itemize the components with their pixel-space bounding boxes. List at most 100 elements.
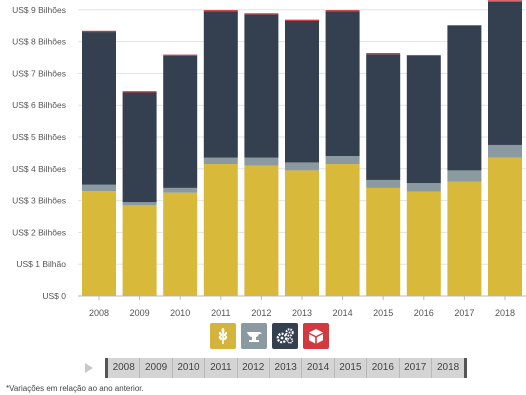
timeline-year[interactable]: 2012 — [238, 358, 270, 378]
bar-segment[interactable] — [366, 54, 401, 180]
x-tick-label: 2013 — [292, 308, 312, 318]
y-tick-label: US$ 0 — [42, 291, 66, 301]
x-axis-tick-labels: 2008 2009 2010 2011 2012 2013 2014 2015 2016 2017… — [89, 296, 515, 318]
legend-agriculture-button[interactable] — [210, 323, 236, 349]
bar-stack[interactable] — [488, 0, 522, 296]
bar-stack[interactable] — [82, 30, 116, 296]
bar-segment[interactable] — [122, 202, 157, 206]
y-tick-label: US$ 7 Bilhões — [12, 68, 66, 78]
bar-segment[interactable] — [366, 53, 401, 55]
box-icon — [309, 329, 323, 344]
y-tick-label: US$ 6 Bilhões — [12, 100, 66, 110]
wheat-icon — [218, 328, 228, 344]
bar-segment[interactable] — [406, 55, 441, 184]
bar-segment[interactable] — [285, 170, 319, 296]
legend — [210, 323, 329, 349]
bar-segment[interactable] — [203, 157, 238, 165]
bar-segment[interactable] — [82, 184, 116, 192]
x-tick-label: 2009 — [130, 308, 150, 318]
bar-stack[interactable] — [366, 53, 401, 296]
bar-segment[interactable] — [447, 181, 482, 296]
bar-segment[interactable] — [163, 192, 198, 296]
bar-segment[interactable] — [163, 187, 198, 193]
bar-segment[interactable] — [488, 0, 522, 2]
bar-segment[interactable] — [163, 54, 198, 56]
timeline-year[interactable]: 2011 — [205, 358, 238, 378]
bar-segment[interactable] — [122, 91, 157, 93]
bar-segment[interactable] — [447, 170, 482, 182]
timeline-year[interactable]: 2008 — [108, 358, 141, 378]
x-tick-label: 2015 — [373, 308, 393, 318]
bar-segment[interactable] — [325, 164, 360, 296]
bar-segment[interactable] — [82, 30, 116, 33]
x-tick-label: 2016 — [414, 308, 434, 318]
bar-segment[interactable] — [203, 10, 238, 12]
bar-segment[interactable] — [285, 19, 319, 21]
y-tick-label: US$ 3 Bilhões — [12, 196, 66, 206]
legend-other-button[interactable] — [303, 323, 329, 349]
bar-segment[interactable] — [244, 157, 279, 166]
timeline-year[interactable]: 2018 — [436, 362, 460, 373]
bar-stack[interactable] — [163, 54, 198, 296]
footnote: *Variações em relação ao ano anterior. — [6, 384, 144, 393]
bar-segment[interactable] — [244, 165, 279, 296]
timeline-year[interactable]: 2015 — [335, 358, 368, 378]
x-tick-label: 2017 — [454, 308, 474, 318]
timeline-year[interactable]: 2013 — [270, 358, 303, 378]
bar-segment[interactable] — [244, 13, 279, 15]
bar-segment[interactable] — [122, 205, 157, 296]
bar-stack[interactable] — [244, 13, 279, 296]
bar-stack[interactable] — [325, 10, 360, 296]
y-tick-label: US$ 8 Bilhões — [12, 37, 66, 47]
bar-segment[interactable] — [203, 11, 238, 158]
bar-segment[interactable] — [366, 179, 401, 188]
bar-segment[interactable] — [285, 162, 319, 171]
bar-segment[interactable] — [82, 191, 116, 296]
year-timeline: 2008 2009 2010 2011 2012 2013 2014 2015 2016 2017… — [85, 358, 468, 378]
bar-segment[interactable] — [325, 11, 360, 157]
timeline-year[interactable]: 2016 — [367, 358, 400, 378]
year-slider-track[interactable]: 2008 2009 2010 2011 2012 2013 2014 2015 2016 2017… — [105, 358, 468, 378]
bar-segment[interactable] — [406, 191, 441, 296]
x-tick-label: 2008 — [89, 308, 109, 318]
x-tick-label: 2018 — [495, 308, 515, 318]
legend-industry-button[interactable] — [272, 323, 298, 349]
timeline-year[interactable]: 2010 — [173, 358, 206, 378]
bar-stack[interactable] — [447, 25, 482, 296]
bar-segment[interactable] — [82, 32, 116, 185]
y-axis-tick-labels: US$ 0 US$ 1 Bilhão US$ 2 Bilhões US$ 3 Bilh… — [12, 5, 66, 301]
timeline-year[interactable]: 2014 — [302, 358, 335, 378]
play-icon[interactable] — [85, 363, 93, 373]
bar-stack[interactable] — [406, 54, 441, 296]
bar-segment[interactable] — [406, 183, 441, 192]
legend-mining-button[interactable] — [241, 323, 267, 349]
timeline-year[interactable]: 2017 — [400, 358, 432, 378]
bar-stack[interactable] — [285, 19, 319, 296]
bar-segment[interactable] — [447, 25, 482, 171]
x-tick-label: 2010 — [170, 308, 190, 318]
bar-segment[interactable] — [285, 20, 319, 163]
x-tick-label: 2012 — [251, 308, 271, 318]
bar-stack[interactable] — [122, 91, 157, 296]
x-tick-label: 2014 — [333, 308, 353, 318]
bar-segment[interactable] — [163, 55, 198, 188]
gears-icon — [276, 328, 294, 344]
anvil-icon — [247, 332, 262, 342]
stacked-bar-chart: US$ 0 US$ 1 Bilhão US$ 2 Bilhões US$ 3 Bilh… — [12, 0, 526, 318]
y-tick-label: US$ 4 Bilhões — [12, 164, 66, 174]
bar-segment[interactable] — [488, 157, 522, 296]
y-tick-label: US$ 5 Bilhões — [12, 132, 66, 142]
bar-segment[interactable] — [488, 1, 522, 145]
bar-segment[interactable] — [447, 25, 482, 26]
bar-segment[interactable] — [203, 164, 238, 296]
bar-segment[interactable] — [244, 14, 279, 158]
bar-segment[interactable] — [325, 10, 360, 12]
bar-stack[interactable] — [203, 10, 238, 296]
bar-segment[interactable] — [488, 144, 522, 158]
bar-segment[interactable] — [366, 187, 401, 296]
y-tick-label: US$ 2 Bilhões — [12, 227, 66, 237]
bar-segment[interactable] — [406, 54, 441, 56]
bar-segment[interactable] — [122, 92, 157, 203]
timeline-year[interactable]: 2009 — [140, 358, 173, 378]
bar-segment[interactable] — [325, 156, 360, 165]
